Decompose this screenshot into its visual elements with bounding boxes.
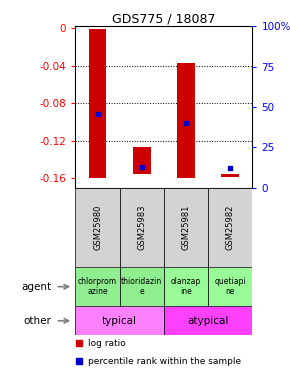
Bar — [75, 306, 164, 335]
Bar — [208, 188, 252, 267]
Bar — [75, 267, 119, 306]
Text: atypical: atypical — [187, 316, 229, 326]
Bar — [119, 188, 164, 267]
Text: other: other — [23, 316, 51, 326]
Bar — [75, 188, 119, 267]
Bar — [133, 147, 151, 174]
Bar — [119, 267, 164, 306]
Text: typical: typical — [102, 316, 137, 326]
Text: GSM25981: GSM25981 — [182, 205, 191, 250]
Text: GSM25980: GSM25980 — [93, 205, 102, 250]
Bar — [221, 174, 239, 177]
Text: GSM25982: GSM25982 — [226, 205, 235, 250]
Bar — [164, 306, 252, 335]
Bar — [164, 188, 208, 267]
Text: olanzap
ine: olanzap ine — [171, 277, 201, 296]
Text: quetiapi
ne: quetiapi ne — [214, 277, 246, 296]
Text: log ratio: log ratio — [88, 339, 126, 348]
Bar — [177, 63, 195, 178]
Title: GDS775 / 18087: GDS775 / 18087 — [112, 12, 215, 25]
Text: chlorprom
azine: chlorprom azine — [78, 277, 117, 296]
Bar — [89, 29, 106, 178]
Text: GSM25983: GSM25983 — [137, 205, 146, 250]
Text: percentile rank within the sample: percentile rank within the sample — [88, 357, 241, 366]
Bar — [208, 267, 252, 306]
Bar — [164, 267, 208, 306]
Text: thioridazin
e: thioridazin e — [121, 277, 162, 296]
Text: agent: agent — [21, 282, 51, 292]
